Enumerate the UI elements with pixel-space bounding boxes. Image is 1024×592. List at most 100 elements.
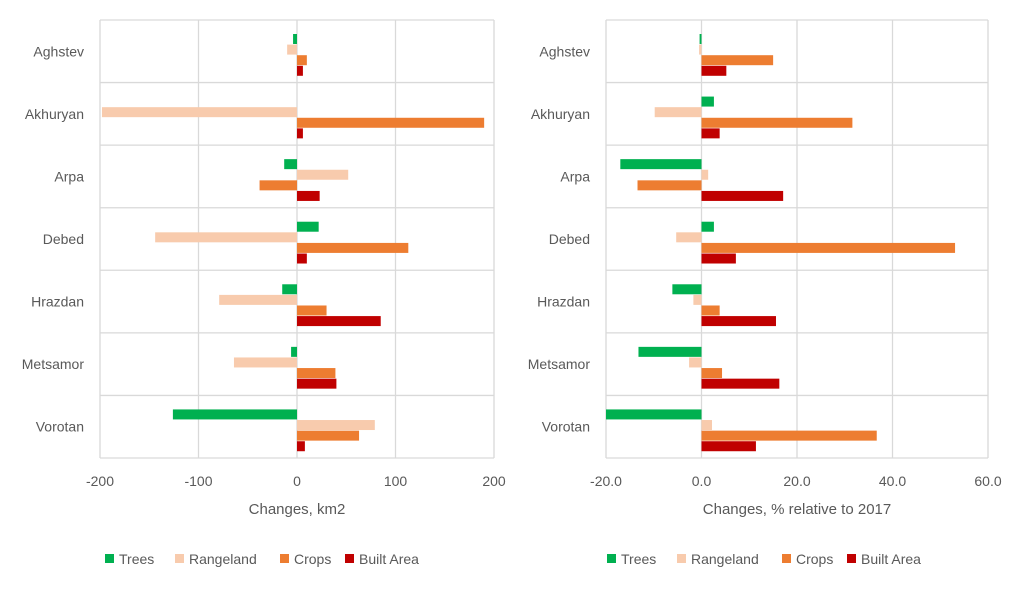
bar-trees	[638, 346, 702, 357]
x-tick-label: 60.0	[974, 473, 1001, 489]
bar-rangeland	[699, 44, 702, 55]
x-axis-title: Changes, km2	[249, 501, 346, 518]
legend-swatch	[280, 554, 289, 563]
legend-label: Crops	[796, 551, 833, 567]
category-label: Arpa	[54, 168, 84, 184]
x-tick-label: 100	[384, 473, 408, 489]
bar-rangeland	[689, 357, 702, 368]
category-label: Metsamor	[528, 356, 591, 372]
bar-crops	[297, 305, 327, 316]
bar-trees	[172, 409, 297, 420]
bar-built-area	[297, 253, 307, 264]
bar-trees	[701, 96, 714, 107]
legend-swatch	[607, 554, 616, 563]
category-label: Hrazdan	[31, 294, 84, 310]
legend-label: Trees	[621, 551, 656, 567]
bar-crops	[297, 430, 360, 441]
bar-crops	[297, 368, 336, 379]
bar-rangeland	[219, 294, 297, 305]
x-tick-label: 0.0	[692, 473, 712, 489]
bar-trees	[672, 284, 702, 295]
bar-crops	[701, 117, 853, 128]
bar-crops	[701, 305, 720, 316]
category-label: Debed	[549, 231, 590, 247]
bar-rangeland	[297, 420, 375, 431]
bar-crops	[701, 430, 877, 441]
bar-trees	[291, 346, 297, 357]
bar-rangeland	[701, 420, 713, 431]
bar-built-area	[701, 253, 736, 264]
category-label: Debed	[43, 231, 84, 247]
bar-built-area	[701, 378, 780, 389]
bar-trees	[297, 221, 319, 232]
legend-swatch	[105, 554, 114, 563]
category-label: Metsamor	[22, 356, 85, 372]
bar-crops	[701, 242, 956, 253]
x-axis-title: Changes, % relative to 2017	[703, 501, 891, 518]
bar-built-area	[297, 65, 303, 76]
bar-trees	[620, 159, 702, 170]
bar-built-area	[701, 128, 720, 139]
legend-label: Rangeland	[691, 551, 759, 567]
bar-built-area	[701, 65, 727, 76]
category-label: Vorotan	[36, 419, 84, 435]
legend-label: Built Area	[861, 551, 921, 567]
bar-crops	[701, 55, 774, 66]
bar-trees	[284, 159, 297, 170]
x-tick-label: 200	[482, 473, 506, 489]
legend-swatch	[677, 554, 686, 563]
bar-rangeland	[654, 107, 702, 118]
bar-rangeland	[676, 232, 702, 243]
x-tick-label: 0	[293, 473, 301, 489]
bar-crops	[297, 117, 485, 128]
category-label: Arpa	[560, 168, 590, 184]
bar-rangeland	[701, 169, 709, 180]
bar-built-area	[297, 378, 337, 389]
legend-swatch	[175, 554, 184, 563]
legend: Trees Rangeland Crops Built Area	[105, 551, 419, 567]
x-tick-label: -100	[184, 473, 212, 489]
category-label: Hrazdan	[537, 294, 590, 310]
bar-rangeland	[101, 107, 297, 118]
category-label: Akhuryan	[25, 106, 84, 122]
bar-built-area	[297, 128, 303, 139]
bar-built-area	[701, 190, 784, 201]
bar-built-area	[297, 316, 381, 327]
legend-swatch	[782, 554, 791, 563]
bar-rangeland	[693, 294, 702, 305]
legend-label: Rangeland	[189, 551, 257, 567]
chart-percent: -20.0 0.0 20.0 40.0 60.0 Aghstev Akhuryan Arpa D…	[528, 19, 1002, 567]
bar-crops	[259, 180, 297, 191]
bar-built-area	[701, 316, 776, 327]
legend-swatch	[345, 554, 354, 563]
x-tick-label: -200	[86, 473, 114, 489]
legend-label: Trees	[119, 551, 154, 567]
chart-km2: -200 -100 0 100 200 Aghstev Akhuryan Arpa Debed H…	[22, 19, 506, 567]
bar-built-area	[701, 441, 756, 452]
bar-rangeland	[297, 169, 349, 180]
bar-built-area	[297, 190, 320, 201]
x-tick-label: 20.0	[783, 473, 810, 489]
bar-crops	[297, 55, 307, 66]
category-label: Akhuryan	[531, 106, 590, 122]
category-label: Aghstev	[539, 43, 590, 59]
category-label: Aghstev	[33, 43, 84, 59]
bar-trees	[699, 34, 702, 44]
bar-trees	[282, 284, 297, 295]
bar-rangeland	[233, 357, 297, 368]
bar-crops	[297, 242, 409, 253]
bar-trees	[293, 34, 297, 44]
bar-rangeland	[287, 44, 297, 55]
bar-trees	[701, 221, 714, 232]
legend: Trees Rangeland Crops Built Area	[607, 551, 921, 567]
legend-label: Crops	[294, 551, 331, 567]
bar-trees	[606, 409, 702, 420]
x-tick-label: 40.0	[879, 473, 906, 489]
legend-label: Built Area	[359, 551, 419, 567]
bar-rangeland	[155, 232, 297, 243]
legend-swatch	[847, 554, 856, 563]
bar-crops	[701, 368, 723, 379]
bar-built-area	[297, 441, 305, 452]
bar-crops	[637, 180, 702, 191]
